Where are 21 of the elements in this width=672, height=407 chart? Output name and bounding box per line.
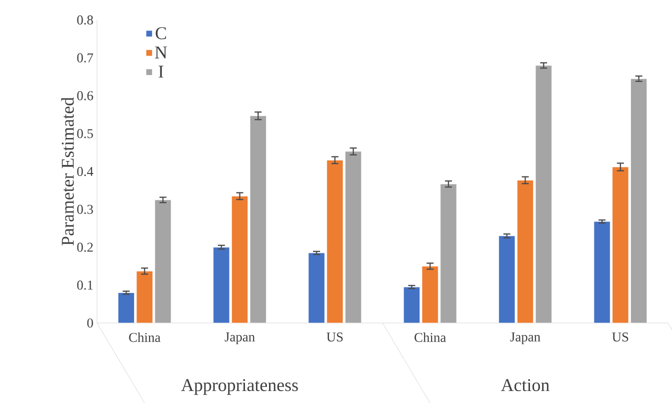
x-tick-label: China — [129, 332, 160, 342]
x-tick-label: US — [326, 332, 343, 342]
x-tick-label: Japan — [224, 332, 255, 344]
x-tick-label: China — [414, 332, 446, 342]
legend-label: I — [158, 66, 164, 78]
y-tick-label: 0.3 — [77, 204, 93, 214]
y-axis-title: Parameter Estimated — [61, 97, 74, 246]
y-tick-label: 0.6 — [77, 91, 94, 100]
y-tick-label: 0.1 — [77, 280, 93, 290]
x-tick-label: Japan — [510, 332, 540, 344]
y-tick-label: 0.8 — [77, 15, 93, 25]
y-tick-label: 0.5 — [77, 129, 93, 138]
y-tick-label: 0.7 — [77, 53, 94, 62]
text: Appropriateness — [181, 379, 298, 395]
text: Action — [501, 379, 550, 392]
legend-label: N — [155, 46, 168, 58]
x-tick-label: US — [612, 332, 628, 342]
y-tick-label: 0 — [87, 318, 93, 328]
y-tick-label: 0.4 — [77, 166, 94, 176]
legend-label: C — [156, 27, 166, 40]
y-tick-label: 0.2 — [77, 242, 93, 252]
